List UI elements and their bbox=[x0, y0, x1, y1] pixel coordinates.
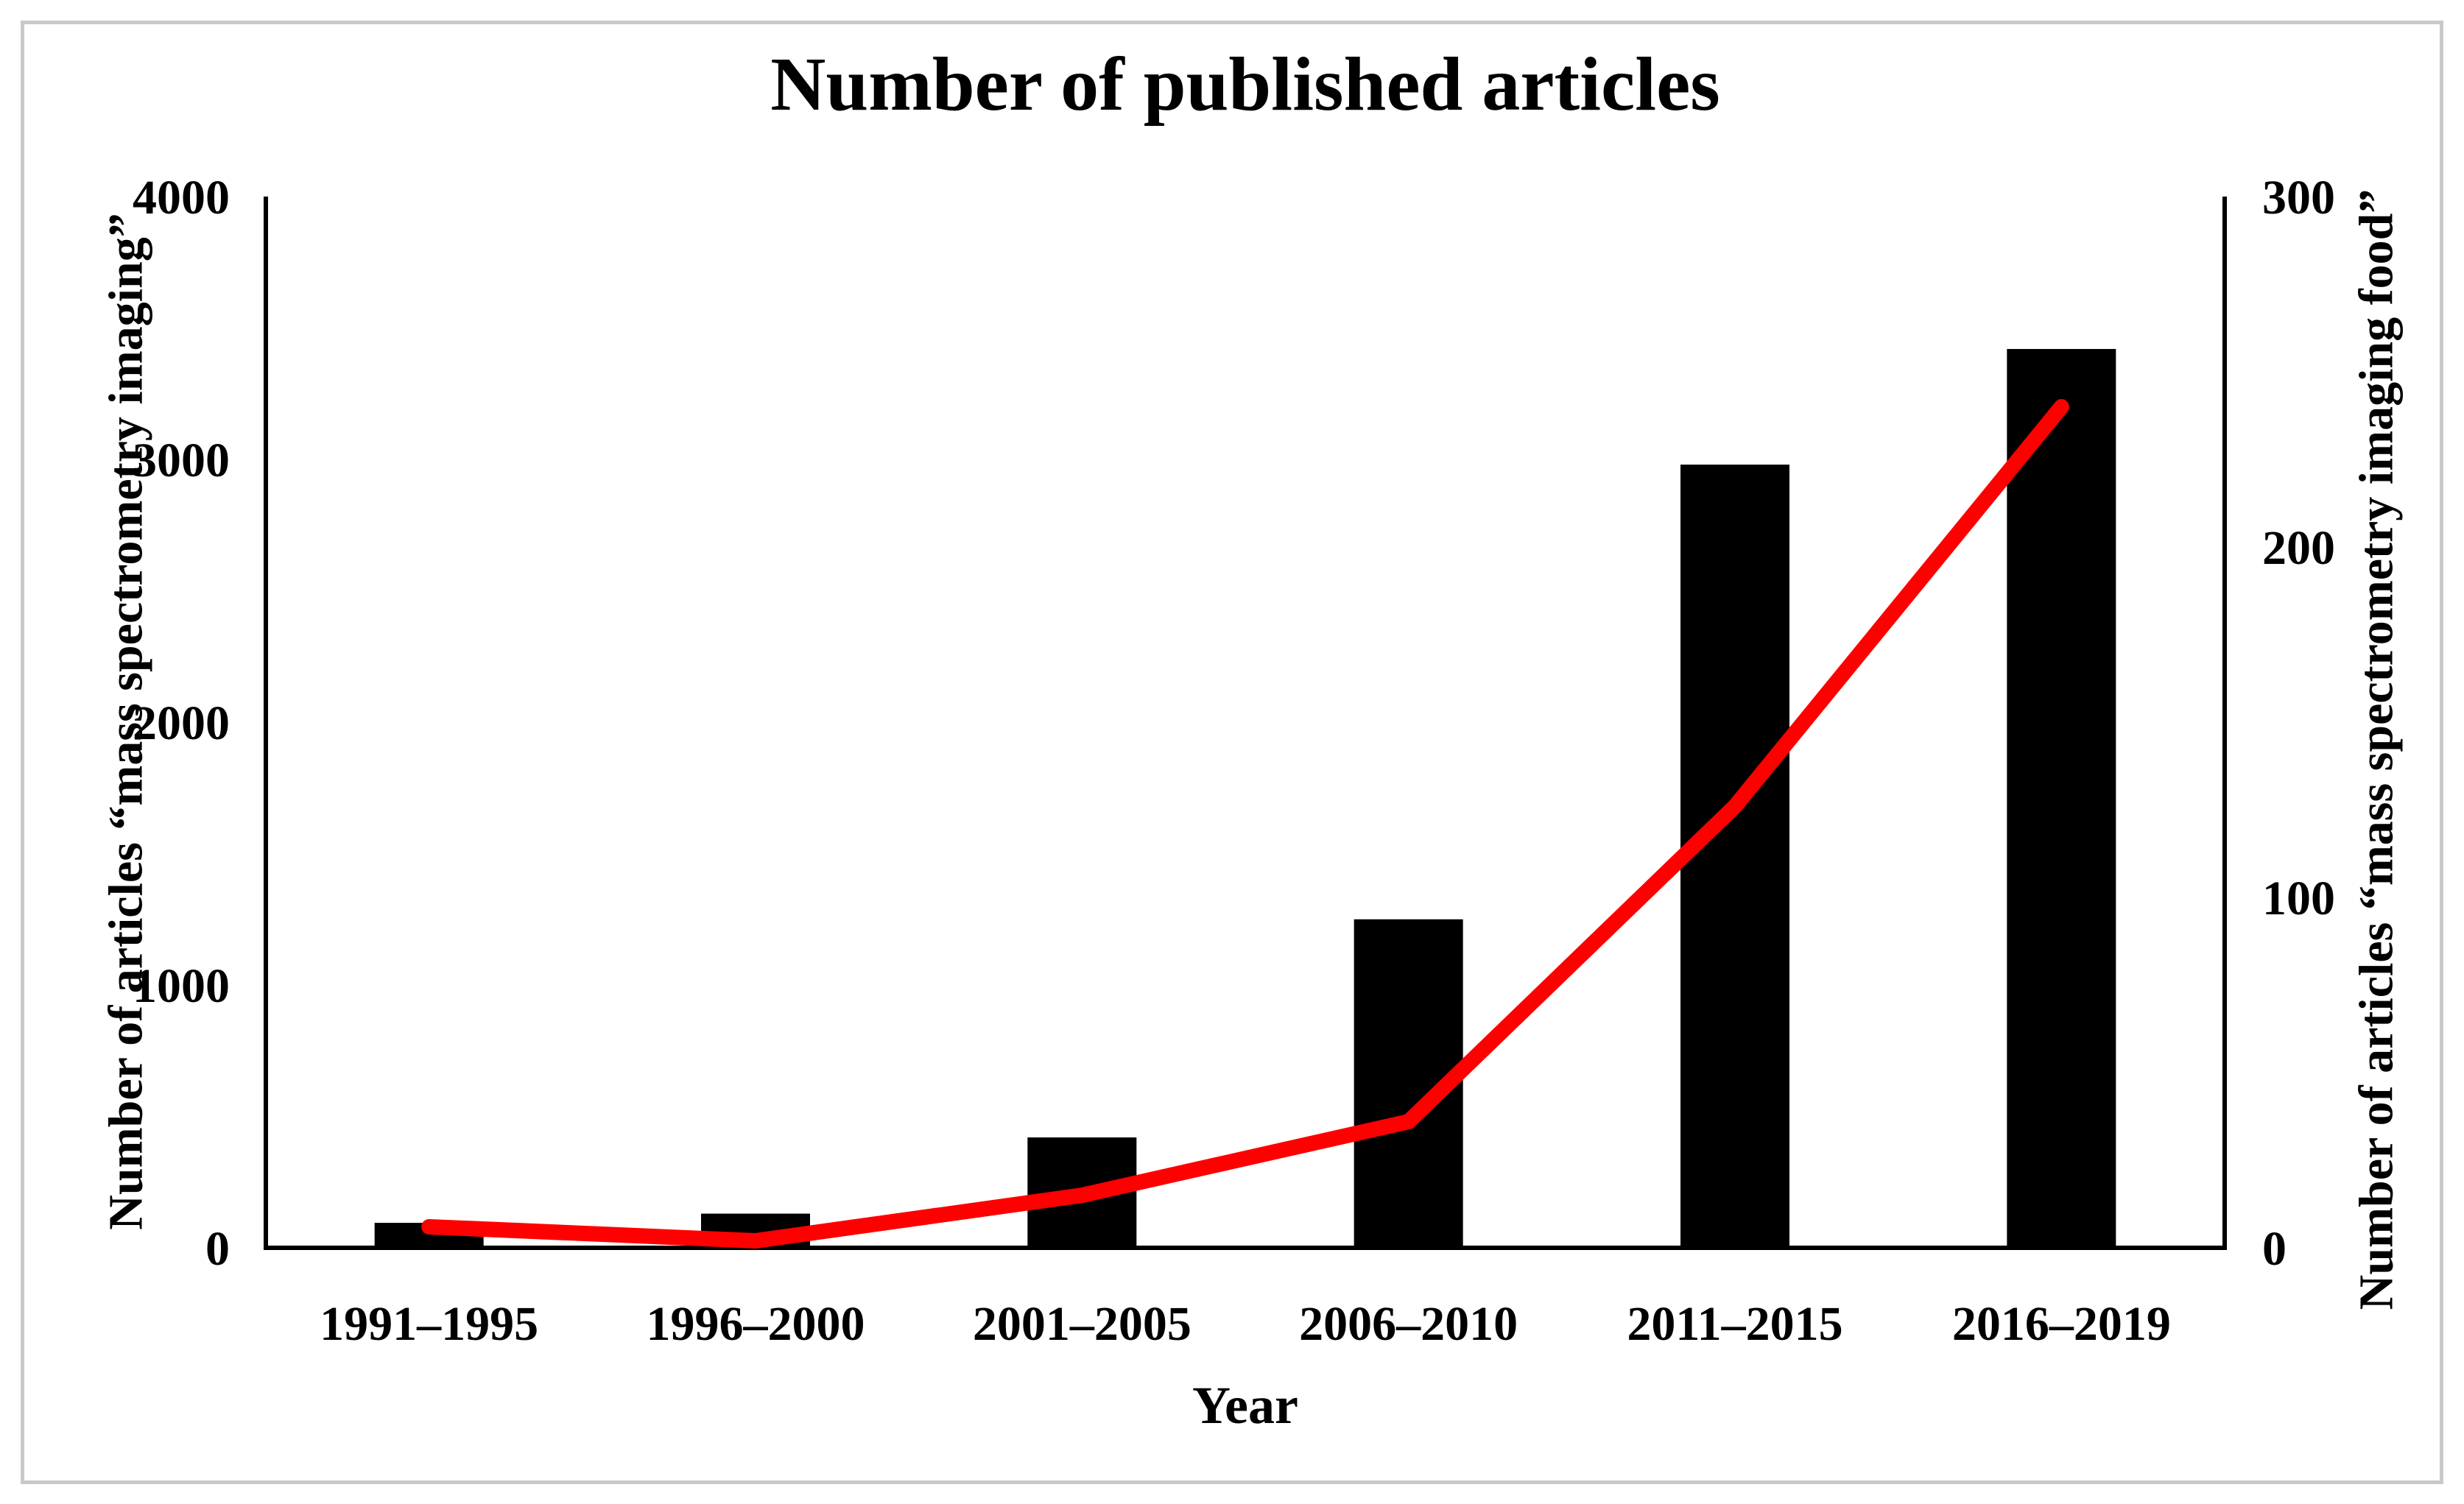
bar-2016–2019 bbox=[2007, 349, 2116, 1248]
left-axis-tick-2000: 2000 bbox=[133, 696, 230, 750]
x-tick-label-2006–2010: 2006–2010 bbox=[1299, 1297, 1518, 1351]
x-tick-label-2011–2015: 2011–2015 bbox=[1627, 1297, 1842, 1351]
right-axis-tick-200: 200 bbox=[2262, 521, 2335, 575]
right-axis-tick-300: 300 bbox=[2262, 171, 2335, 225]
x-axis-title: Year bbox=[1192, 1376, 1298, 1435]
left-axis-tick-3000: 3000 bbox=[133, 434, 230, 487]
x-tick-label-2001–2005: 2001–2005 bbox=[973, 1297, 1191, 1351]
chart-title: Number of published articles bbox=[770, 42, 1720, 127]
right-axis-tick-0: 0 bbox=[2262, 1222, 2287, 1276]
line-series bbox=[421, 399, 2069, 1249]
x-tick-label-2016–2019: 2016–2019 bbox=[1952, 1297, 2171, 1351]
right-axis-tick-100: 100 bbox=[2262, 872, 2335, 925]
bar-2011–2015 bbox=[1680, 465, 1789, 1248]
left-axis-tick-1000: 1000 bbox=[133, 959, 230, 1013]
x-tick-label-1991–1995: 1991–1995 bbox=[320, 1297, 538, 1351]
left-axis-tick-4000: 4000 bbox=[133, 171, 230, 225]
left-axis-tick-0: 0 bbox=[205, 1222, 230, 1276]
x-tick-label-1996–2000: 1996–2000 bbox=[647, 1297, 865, 1351]
